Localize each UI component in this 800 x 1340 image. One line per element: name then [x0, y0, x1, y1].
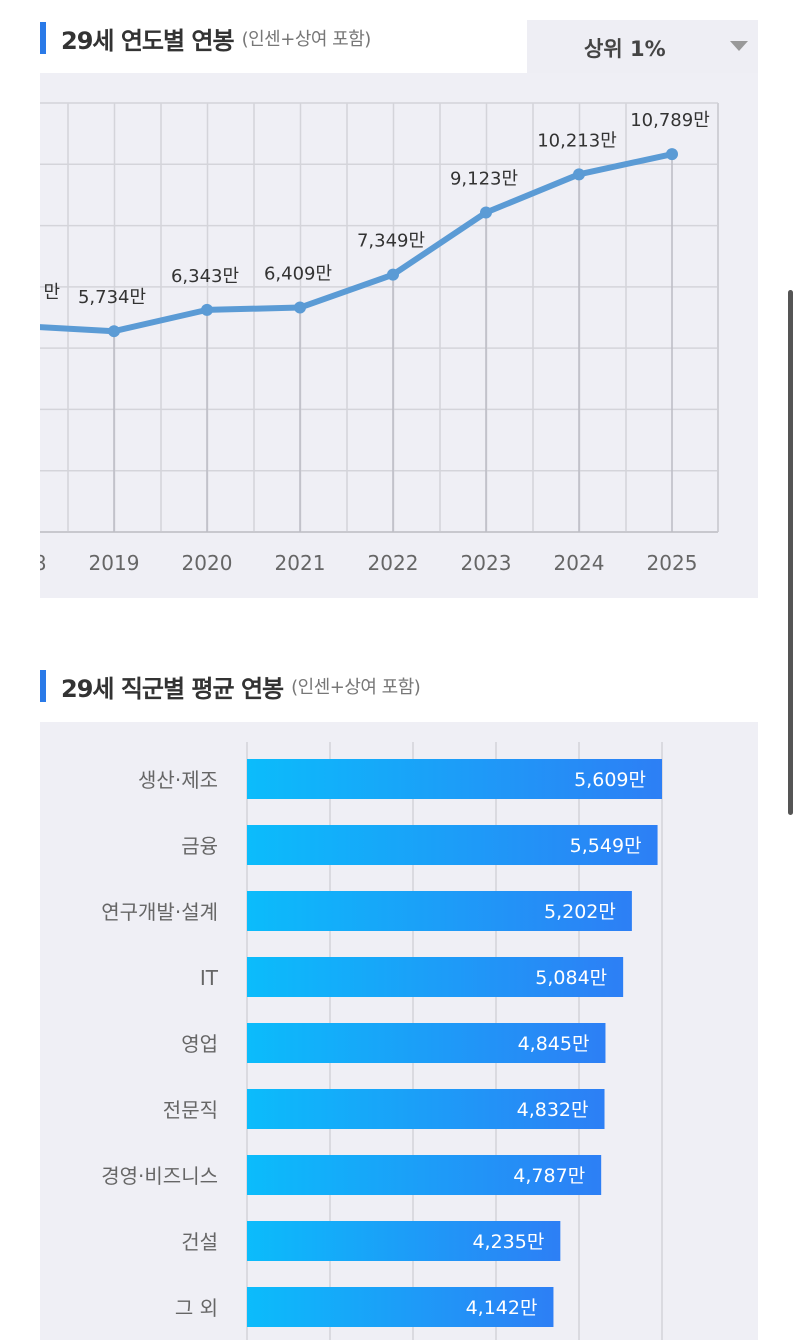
percentile-dropdown[interactable]: 상위 1%	[527, 20, 758, 73]
category-label: 금융	[181, 834, 218, 858]
job-salary-bar-chart: 5,609만 생산·제조 5,549만 금융 5,202만 연구개발·설계 5,084만 IT…	[101, 742, 663, 1340]
bar-8	[247, 1287, 554, 1327]
bar-2	[247, 891, 632, 931]
x-tick-label: 2023	[461, 551, 512, 575]
section-yearly-title: 29세 연도별 연봉 (인센+상여 포함)	[40, 21, 371, 55]
bar-value-label: 5,084만	[535, 967, 607, 989]
data-point-2021	[294, 301, 306, 314]
bar-0	[247, 759, 662, 799]
yearly-salary-line-chart: 만 2018 5,734만 2019 6,343만 2020 6,409만 2021 7,349…	[40, 102, 719, 575]
title-accent-bar	[40, 22, 46, 54]
data-point-2020	[201, 303, 213, 316]
data-point-2024	[573, 168, 585, 181]
data-label-2023: 9,123만	[450, 169, 518, 190]
data-label-2025: 10,789만	[630, 110, 710, 131]
data-point-2023	[480, 206, 492, 219]
x-tick-label: 2022	[368, 551, 419, 575]
data-point-2025	[666, 148, 678, 161]
bar-value-label: 4,142만	[466, 1297, 538, 1319]
category-label: 연구개발·설계	[101, 900, 218, 924]
category-label: 영업	[181, 1032, 218, 1056]
bar-value-label: 4,235만	[472, 1231, 544, 1253]
data-point-2022	[387, 268, 399, 281]
title-text: 29세 직군별 평균 연봉	[61, 674, 284, 703]
bar-value-label: 5,549만	[570, 835, 642, 857]
x-tick-label: 2018	[40, 551, 46, 575]
data-label-2020: 6,343만	[171, 266, 239, 287]
bar-3	[247, 957, 624, 997]
salary-line-series	[40, 151, 673, 335]
data-label-2024: 10,213만	[537, 130, 617, 151]
title-subtitle: (인센+상여 포함)	[291, 677, 421, 698]
job-salary-chart-panel: 5,609만 생산·제조 5,549만 금융 5,202만 연구개발·설계 5,084만 IT…	[40, 722, 758, 1340]
bar-1	[247, 825, 658, 865]
data-label-2019: 5,734만	[78, 287, 146, 308]
data-label-2021: 6,409만	[264, 264, 332, 285]
data-label-2022: 7,349만	[357, 231, 425, 252]
x-tick-label: 2021	[275, 551, 326, 575]
bar-5	[247, 1089, 605, 1129]
category-label: 생산·제조	[138, 768, 218, 792]
bar-4	[247, 1023, 606, 1063]
bar-value-label: 4,832만	[517, 1099, 589, 1121]
bar-value-label: 4,845만	[518, 1033, 590, 1055]
category-label: 그 외	[175, 1296, 218, 1320]
yearly-salary-chart-panel: 만 2018 5,734만 2019 6,343만 2020 6,409만 2021 7,349…	[40, 73, 758, 598]
x-tick-label: 2025	[647, 551, 698, 575]
bar-6	[247, 1155, 602, 1195]
title-text: 29세 연도별 연봉	[61, 26, 235, 55]
category-label: 경영·비즈니스	[101, 1164, 218, 1188]
caret-down-icon	[730, 41, 748, 51]
x-tick-label: 2019	[89, 551, 140, 575]
bar-7	[247, 1221, 561, 1261]
dropdown-value: 상위 1%	[584, 37, 666, 61]
title-accent-bar	[40, 670, 46, 702]
category-label: 건설	[181, 1230, 218, 1254]
x-tick-label: 2020	[182, 551, 233, 575]
scrollbar[interactable]	[788, 290, 793, 815]
x-tick-label: 2024	[554, 551, 605, 575]
title-subtitle: (인센+상여 포함)	[241, 29, 372, 50]
bar-value-label: 5,202만	[544, 901, 616, 923]
data-label-2018: 만	[43, 282, 60, 303]
category-label: IT	[200, 966, 219, 990]
data-point-2019	[108, 325, 120, 338]
bar-value-label: 4,787만	[513, 1165, 585, 1187]
section-job-title: 29세 직군별 평균 연봉 (인센+상여 포함)	[40, 669, 421, 703]
bar-value-label: 5,609만	[574, 769, 646, 791]
category-label: 전문직	[163, 1098, 218, 1122]
